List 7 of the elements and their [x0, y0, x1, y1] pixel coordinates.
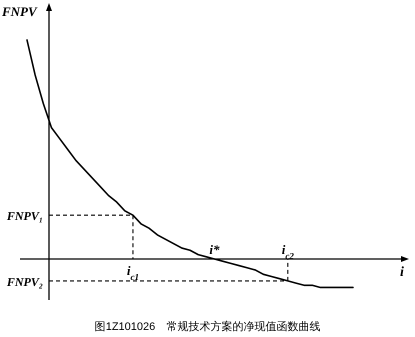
x-axis-title: i [400, 265, 404, 280]
annotation: FNPV₂ [6, 274, 43, 289]
annotation: FNPV₁ [6, 209, 43, 224]
x-tick-label: i$_{c1}$ [126, 263, 140, 282]
text: 图1Z101026 常规技术方案的净现值函数曲线 [94, 320, 320, 333]
x-tick-label: i* [209, 242, 220, 257]
y-axis-title: FNPV [1, 4, 38, 19]
